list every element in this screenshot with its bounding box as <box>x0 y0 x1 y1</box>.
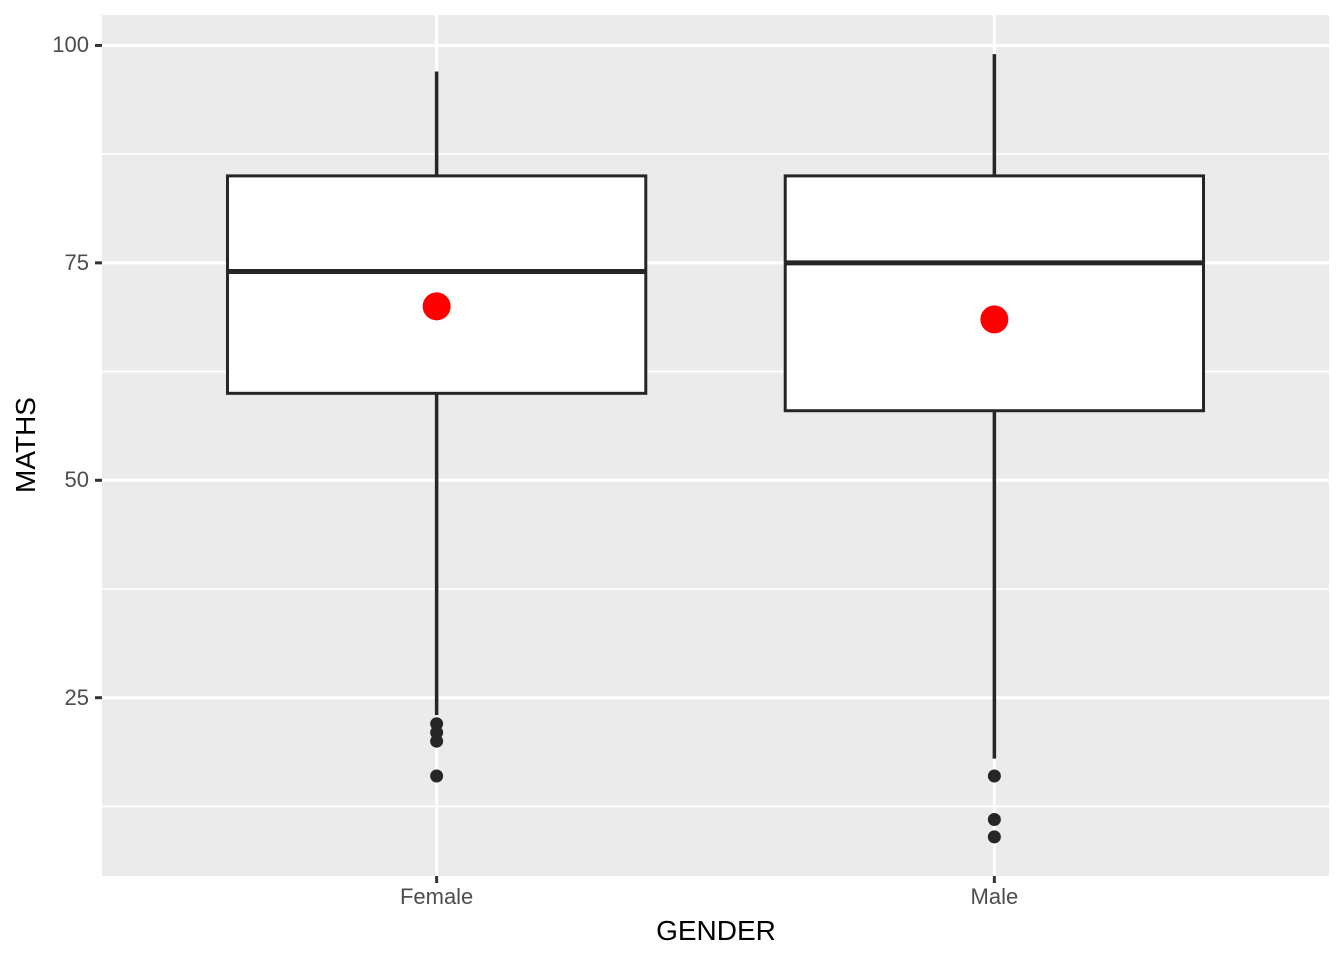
y-tick-label: 75 <box>64 249 89 275</box>
y-axis-title: MATHS <box>10 397 41 493</box>
boxplot-female-outlier-dot <box>430 734 444 748</box>
boxplot-female-outlier-dot <box>430 769 444 783</box>
boxplot-male-mean-dot <box>980 305 1009 334</box>
boxplot-male-box <box>783 174 1206 413</box>
y-tick-label: 100 <box>52 32 89 58</box>
x-tick-label: Male <box>970 884 1019 909</box>
boxplot-male-outlier-dot <box>987 830 1001 844</box>
x-axis-title: GENDER <box>656 915 776 946</box>
x-tick-label: Female <box>399 884 474 909</box>
y-tick-label: 50 <box>64 467 89 493</box>
boxplot-male-outlier-dot <box>987 769 1001 783</box>
y-tick-label: 25 <box>64 684 89 710</box>
boxplot-female-box <box>225 174 648 395</box>
panel-background <box>102 15 1329 876</box>
boxplot-male-outlier-dot <box>987 812 1001 826</box>
boxplot-female-mean-dot <box>422 292 451 321</box>
